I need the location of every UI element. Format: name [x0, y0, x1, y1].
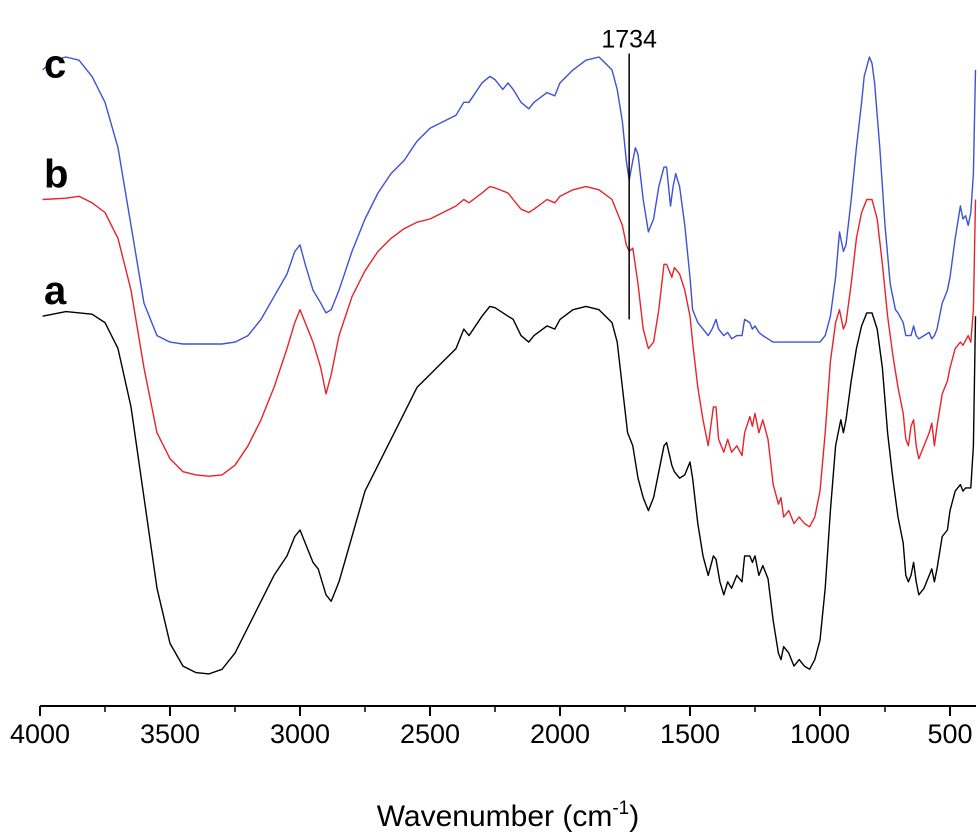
series-line-c — [42, 56, 977, 345]
curve-labels: a b c — [44, 42, 68, 313]
x-tick-label: 2500 — [400, 719, 460, 749]
x-axis-ticks: 4000 3500 3000 2500 2000 1500 1000 500 — [10, 706, 973, 749]
x-tick-label: 1000 — [790, 719, 850, 749]
x-tick-label: 2000 — [530, 719, 590, 749]
x-tick-label: 4000 — [10, 719, 70, 749]
annotations: 1734 — [601, 25, 657, 320]
series-line-a — [42, 305, 977, 675]
x-tick-label: 3500 — [140, 719, 200, 749]
series-label-c: c — [44, 42, 66, 86]
series-line-b — [42, 185, 977, 528]
spectrum-series — [42, 56, 977, 675]
series-label-b: b — [44, 153, 68, 197]
x-tick-label: 500 — [927, 719, 972, 749]
x-axis-title: Wavenumber (cm-1) — [377, 798, 640, 833]
x-tick-label: 1500 — [660, 719, 720, 749]
series-label-a: a — [44, 269, 67, 313]
x-tick-label: 3000 — [270, 719, 330, 749]
annotation-label: 1734 — [601, 25, 657, 53]
